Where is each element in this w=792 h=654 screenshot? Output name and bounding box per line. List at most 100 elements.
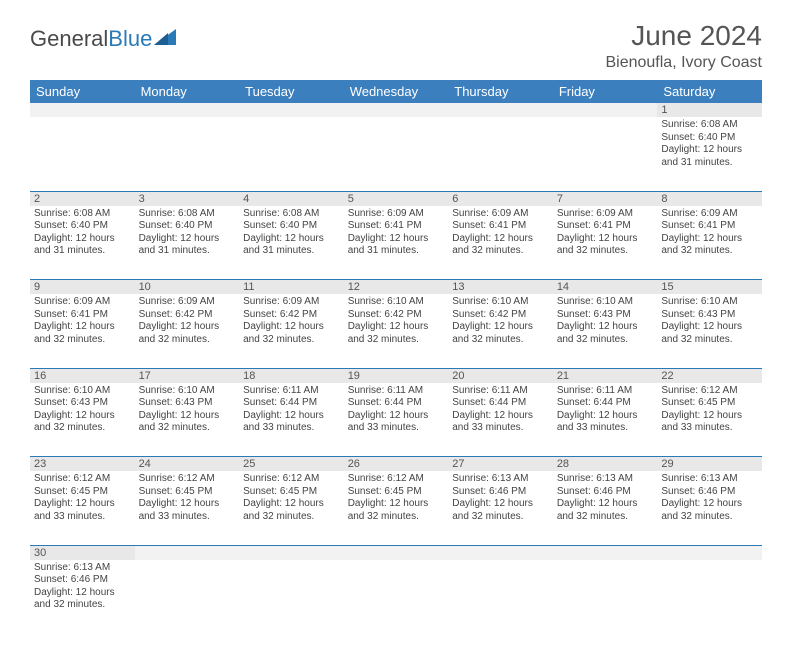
weekday-header: Monday	[135, 80, 240, 103]
day-number-cell: 14	[553, 280, 658, 295]
day-day2: and 31 minutes.	[661, 157, 758, 170]
location: Bienoufla, Ivory Coast	[605, 54, 762, 72]
day-day1: Daylight: 12 hours	[139, 233, 236, 246]
day-cell: Sunrise: 6:13 AMSunset: 6:46 PMDaylight:…	[657, 471, 762, 545]
day-day1: Daylight: 12 hours	[661, 144, 758, 157]
day-sunset: Sunset: 6:42 PM	[348, 309, 445, 322]
day-cell: Sunrise: 6:12 AMSunset: 6:45 PMDaylight:…	[239, 471, 344, 545]
day-day2: and 32 minutes.	[661, 511, 758, 524]
day-sunrise: Sunrise: 6:13 AM	[34, 562, 131, 575]
day-cell	[239, 117, 344, 191]
day-number-cell	[553, 545, 658, 560]
day-sunrise: Sunrise: 6:09 AM	[452, 208, 549, 221]
day-sunset: Sunset: 6:42 PM	[243, 309, 340, 322]
day-cell	[344, 560, 449, 634]
day-sunset: Sunset: 6:41 PM	[348, 220, 445, 233]
brand-sail-icon	[154, 27, 180, 52]
day-number-cell: 9	[30, 280, 135, 295]
day-sunset: Sunset: 6:46 PM	[452, 486, 549, 499]
day-cell: Sunrise: 6:09 AMSunset: 6:41 PMDaylight:…	[657, 206, 762, 280]
day-day1: Daylight: 12 hours	[34, 410, 131, 423]
day-sunrise: Sunrise: 6:11 AM	[452, 385, 549, 398]
brand-text: GeneralBlue	[30, 26, 152, 52]
day-sunset: Sunset: 6:46 PM	[557, 486, 654, 499]
calendar-body: 1Sunrise: 6:08 AMSunset: 6:40 PMDaylight…	[30, 103, 762, 634]
day-day2: and 32 minutes.	[348, 511, 445, 524]
day-day1: Daylight: 12 hours	[452, 410, 549, 423]
day-day1: Daylight: 12 hours	[557, 321, 654, 334]
day-number-cell: 17	[135, 368, 240, 383]
day-cell: Sunrise: 6:08 AMSunset: 6:40 PMDaylight:…	[135, 206, 240, 280]
day-day1: Daylight: 12 hours	[557, 410, 654, 423]
day-number-cell: 25	[239, 457, 344, 472]
day-number-cell	[344, 545, 449, 560]
day-cell: Sunrise: 6:12 AMSunset: 6:45 PMDaylight:…	[344, 471, 449, 545]
day-sunrise: Sunrise: 6:12 AM	[139, 473, 236, 486]
day-cell: Sunrise: 6:08 AMSunset: 6:40 PMDaylight:…	[657, 117, 762, 191]
day-number-cell: 7	[553, 191, 658, 206]
day-number-cell: 16	[30, 368, 135, 383]
day-sunset: Sunset: 6:41 PM	[34, 309, 131, 322]
day-sunset: Sunset: 6:41 PM	[452, 220, 549, 233]
day-number-cell: 3	[135, 191, 240, 206]
day-cell: Sunrise: 6:12 AMSunset: 6:45 PMDaylight:…	[30, 471, 135, 545]
day-sunrise: Sunrise: 6:10 AM	[139, 385, 236, 398]
day-day1: Daylight: 12 hours	[243, 233, 340, 246]
day-sunrise: Sunrise: 6:12 AM	[348, 473, 445, 486]
day-number-cell: 27	[448, 457, 553, 472]
day-sunrise: Sunrise: 6:08 AM	[34, 208, 131, 221]
day-day1: Daylight: 12 hours	[243, 498, 340, 511]
day-day2: and 32 minutes.	[661, 334, 758, 347]
day-cell: Sunrise: 6:12 AMSunset: 6:45 PMDaylight:…	[657, 383, 762, 457]
day-cell: Sunrise: 6:13 AMSunset: 6:46 PMDaylight:…	[30, 560, 135, 634]
week-row: Sunrise: 6:10 AMSunset: 6:43 PMDaylight:…	[30, 383, 762, 457]
day-sunset: Sunset: 6:43 PM	[661, 309, 758, 322]
day-cell: Sunrise: 6:09 AMSunset: 6:41 PMDaylight:…	[448, 206, 553, 280]
day-cell	[30, 117, 135, 191]
day-cell: Sunrise: 6:09 AMSunset: 6:42 PMDaylight:…	[239, 294, 344, 368]
day-cell: Sunrise: 6:13 AMSunset: 6:46 PMDaylight:…	[448, 471, 553, 545]
day-cell: Sunrise: 6:11 AMSunset: 6:44 PMDaylight:…	[344, 383, 449, 457]
daynum-row: 9101112131415	[30, 280, 762, 295]
weekday-header: Wednesday	[344, 80, 449, 103]
day-cell	[135, 117, 240, 191]
day-number-cell	[135, 545, 240, 560]
day-number-cell	[657, 545, 762, 560]
day-number-cell: 10	[135, 280, 240, 295]
day-day2: and 33 minutes.	[348, 422, 445, 435]
day-sunset: Sunset: 6:45 PM	[243, 486, 340, 499]
day-day2: and 31 minutes.	[139, 245, 236, 258]
day-day1: Daylight: 12 hours	[139, 321, 236, 334]
day-sunset: Sunset: 6:41 PM	[661, 220, 758, 233]
day-day2: and 33 minutes.	[34, 511, 131, 524]
day-number-cell: 8	[657, 191, 762, 206]
day-day1: Daylight: 12 hours	[243, 410, 340, 423]
day-sunrise: Sunrise: 6:11 AM	[348, 385, 445, 398]
day-number-cell: 20	[448, 368, 553, 383]
day-cell: Sunrise: 6:10 AMSunset: 6:43 PMDaylight:…	[553, 294, 658, 368]
day-sunrise: Sunrise: 6:08 AM	[243, 208, 340, 221]
day-sunrise: Sunrise: 6:12 AM	[34, 473, 131, 486]
day-number-cell: 11	[239, 280, 344, 295]
day-day2: and 32 minutes.	[452, 334, 549, 347]
day-cell: Sunrise: 6:09 AMSunset: 6:42 PMDaylight:…	[135, 294, 240, 368]
day-cell: Sunrise: 6:11 AMSunset: 6:44 PMDaylight:…	[448, 383, 553, 457]
day-sunset: Sunset: 6:46 PM	[661, 486, 758, 499]
day-number-cell: 18	[239, 368, 344, 383]
day-day2: and 32 minutes.	[557, 334, 654, 347]
day-number-cell	[239, 545, 344, 560]
day-day1: Daylight: 12 hours	[348, 321, 445, 334]
day-number-cell	[344, 103, 449, 117]
day-day1: Daylight: 12 hours	[452, 321, 549, 334]
day-day1: Daylight: 12 hours	[452, 233, 549, 246]
day-day1: Daylight: 12 hours	[348, 410, 445, 423]
day-day1: Daylight: 12 hours	[661, 410, 758, 423]
title-block: June 2024 Bienoufla, Ivory Coast	[605, 20, 762, 72]
day-day1: Daylight: 12 hours	[661, 321, 758, 334]
daynum-row: 30	[30, 545, 762, 560]
day-sunset: Sunset: 6:45 PM	[348, 486, 445, 499]
day-day1: Daylight: 12 hours	[34, 321, 131, 334]
day-day2: and 31 minutes.	[243, 245, 340, 258]
day-sunrise: Sunrise: 6:09 AM	[348, 208, 445, 221]
day-cell: Sunrise: 6:08 AMSunset: 6:40 PMDaylight:…	[30, 206, 135, 280]
